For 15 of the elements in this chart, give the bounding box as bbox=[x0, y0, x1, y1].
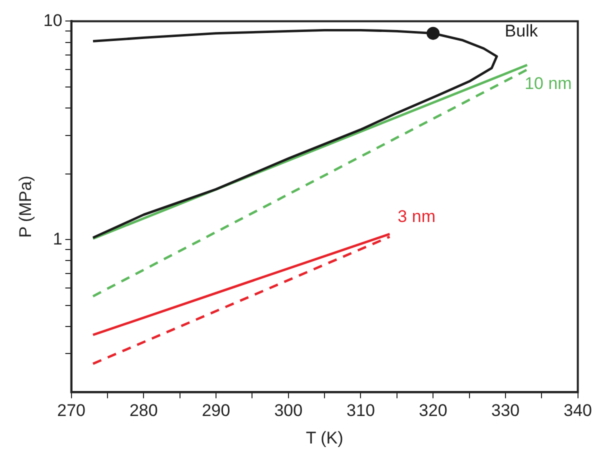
series-label: Bulk bbox=[504, 22, 538, 41]
x-tick-label: 300 bbox=[274, 401, 303, 420]
x-tick-label: 290 bbox=[202, 401, 230, 420]
series-label: 10 nm bbox=[524, 74, 572, 94]
y-tick-label: 10 bbox=[43, 10, 62, 30]
x-tick-label: 340 bbox=[564, 401, 592, 420]
x-tick-label: 310 bbox=[346, 401, 375, 420]
y-axis-title: P (MPa) bbox=[16, 176, 35, 238]
x-axis-title: T (K) bbox=[306, 428, 344, 448]
series-label: 3 nm bbox=[398, 207, 436, 226]
x-tick-label: 320 bbox=[418, 401, 448, 420]
y-tick-label: 1 bbox=[52, 229, 62, 248]
x-tick-label: 280 bbox=[129, 401, 158, 420]
x-tick-label: 330 bbox=[491, 401, 520, 420]
x-tick-label: 270 bbox=[57, 401, 86, 420]
